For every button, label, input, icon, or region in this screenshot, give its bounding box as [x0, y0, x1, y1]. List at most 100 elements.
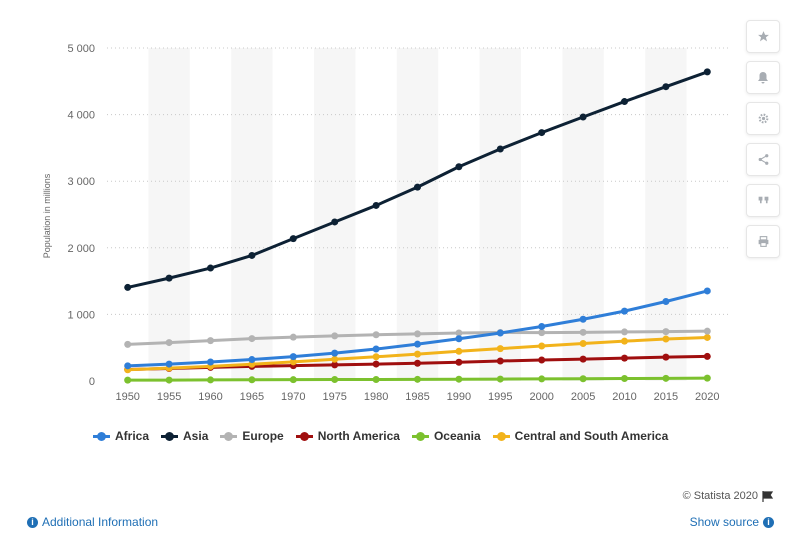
data-point[interactable] — [496, 375, 504, 383]
cite-button[interactable] — [746, 184, 780, 217]
data-point[interactable] — [331, 349, 339, 357]
data-point[interactable] — [579, 375, 587, 383]
data-point[interactable] — [248, 356, 256, 364]
data-point[interactable] — [372, 345, 380, 353]
quote-icon — [758, 196, 768, 204]
data-point[interactable] — [289, 353, 297, 361]
print-button[interactable] — [746, 225, 780, 258]
data-point[interactable] — [455, 163, 463, 171]
legend-swatch — [220, 431, 238, 441]
data-point[interactable] — [621, 354, 628, 362]
data-point[interactable] — [124, 362, 132, 370]
data-point[interactable] — [621, 337, 628, 345]
data-point[interactable] — [662, 83, 670, 91]
data-point[interactable] — [372, 360, 380, 368]
data-point[interactable] — [496, 329, 504, 337]
data-point[interactable] — [579, 355, 587, 363]
data-point[interactable] — [703, 287, 711, 295]
data-point[interactable] — [455, 375, 463, 383]
data-point[interactable] — [455, 347, 463, 355]
legend-label: Central and South America — [514, 429, 669, 443]
data-point[interactable] — [538, 356, 546, 364]
data-point[interactable] — [165, 274, 173, 282]
notification-button[interactable] — [746, 61, 780, 94]
data-point[interactable] — [621, 307, 628, 315]
data-point[interactable] — [331, 218, 339, 226]
data-point[interactable] — [621, 375, 628, 383]
data-point[interactable] — [579, 328, 587, 336]
data-point[interactable] — [207, 376, 214, 384]
settings-button[interactable] — [746, 102, 780, 135]
data-point[interactable] — [621, 98, 628, 106]
data-point[interactable] — [703, 374, 711, 382]
data-point[interactable] — [662, 353, 670, 361]
data-point[interactable] — [703, 327, 711, 335]
legend-item[interactable]: Africa — [93, 429, 149, 443]
data-point[interactable] — [165, 360, 173, 368]
data-point[interactable] — [662, 335, 670, 343]
data-point[interactable] — [331, 332, 339, 340]
data-point[interactable] — [455, 358, 463, 366]
data-point[interactable] — [124, 283, 132, 291]
statista-credit[interactable]: © Statista 2020 — [683, 490, 774, 502]
data-point[interactable] — [496, 345, 504, 353]
legend-item[interactable]: Europe — [220, 429, 284, 443]
data-point[interactable] — [124, 340, 132, 348]
data-point[interactable] — [662, 328, 670, 336]
data-point[interactable] — [496, 145, 504, 153]
data-point[interactable] — [538, 129, 546, 137]
data-point[interactable] — [289, 333, 297, 341]
data-point[interactable] — [703, 68, 711, 76]
data-point[interactable] — [289, 358, 297, 366]
data-point[interactable] — [414, 330, 421, 338]
data-point[interactable] — [289, 235, 297, 243]
data-point[interactable] — [248, 335, 256, 343]
data-point[interactable] — [455, 329, 463, 337]
legend-item[interactable]: Oceania — [411, 429, 481, 443]
data-point[interactable] — [165, 339, 173, 347]
data-point[interactable] — [165, 376, 173, 384]
data-point[interactable] — [579, 113, 587, 121]
show-source-link[interactable]: Show source i — [690, 515, 774, 529]
x-tick-label: 1980 — [364, 391, 388, 403]
data-point[interactable] — [538, 375, 546, 383]
y-tick-label: 1 000 — [67, 309, 95, 321]
data-point[interactable] — [372, 353, 380, 361]
data-point[interactable] — [248, 251, 256, 259]
data-point[interactable] — [414, 375, 421, 383]
data-point[interactable] — [124, 376, 132, 384]
share-button[interactable] — [746, 143, 780, 176]
data-point[interactable] — [248, 376, 256, 384]
favorite-button[interactable] — [746, 20, 780, 53]
data-point[interactable] — [414, 183, 421, 191]
data-point[interactable] — [703, 352, 711, 360]
data-point[interactable] — [331, 355, 339, 363]
data-point[interactable] — [662, 297, 670, 305]
data-point[interactable] — [207, 264, 214, 272]
legend-item[interactable]: North America — [295, 429, 400, 443]
data-point[interactable] — [331, 361, 339, 369]
data-point[interactable] — [207, 337, 214, 345]
data-point[interactable] — [414, 340, 421, 348]
legend-item[interactable]: Central and South America — [492, 429, 669, 443]
data-point[interactable] — [579, 340, 587, 348]
data-point[interactable] — [538, 342, 546, 350]
data-point[interactable] — [372, 375, 380, 383]
data-point[interactable] — [414, 359, 421, 367]
data-point[interactable] — [538, 329, 546, 337]
data-point[interactable] — [621, 328, 628, 336]
data-point[interactable] — [289, 376, 297, 384]
data-point[interactable] — [414, 350, 421, 358]
legend-item[interactable]: Asia — [161, 429, 208, 443]
data-point[interactable] — [331, 376, 339, 384]
data-point[interactable] — [207, 358, 214, 366]
data-point[interactable] — [372, 201, 380, 209]
data-point[interactable] — [538, 323, 546, 331]
data-point[interactable] — [579, 315, 587, 323]
data-point[interactable] — [496, 357, 504, 365]
data-point[interactable] — [372, 331, 380, 339]
data-point[interactable] — [662, 374, 670, 382]
data-point[interactable] — [455, 335, 463, 343]
additional-information-link[interactable]: i Additional Information — [27, 515, 158, 529]
data-point[interactable] — [703, 333, 711, 341]
